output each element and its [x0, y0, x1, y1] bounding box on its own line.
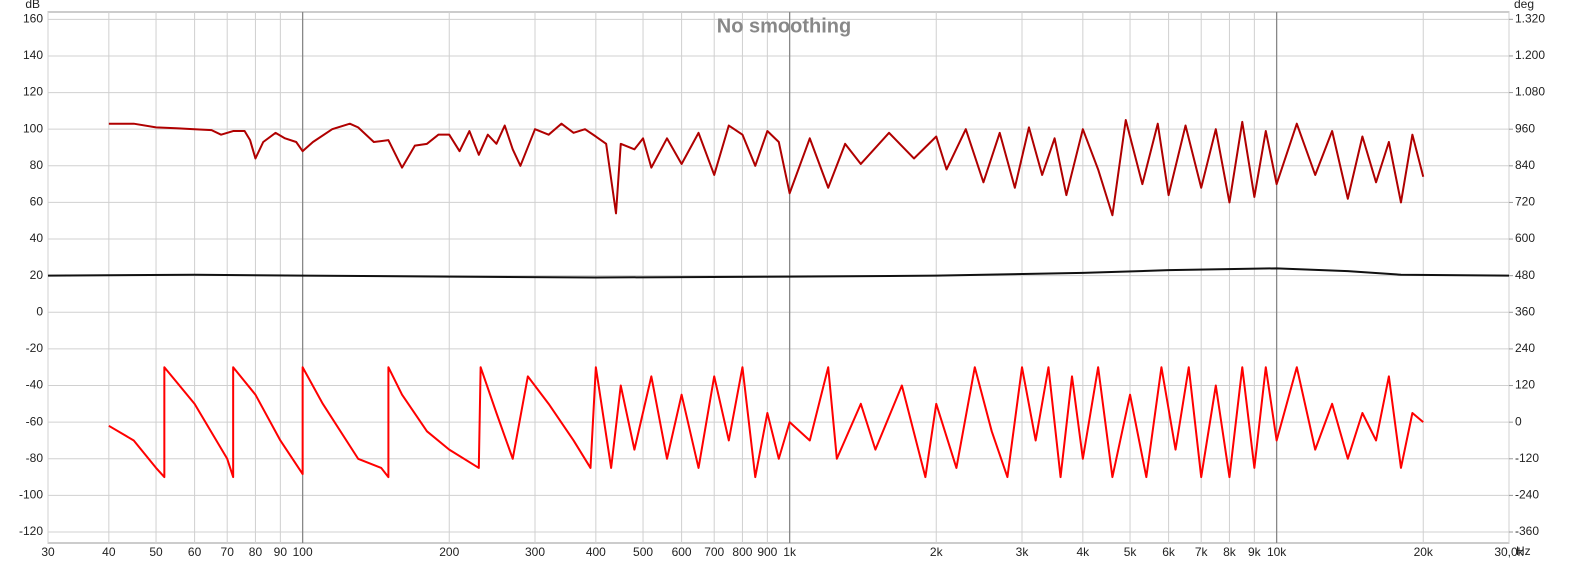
- x-tick-label: 1k: [783, 545, 797, 559]
- y2-tick-label: 480: [1515, 268, 1535, 282]
- x-tick-label: 4k: [1077, 545, 1091, 559]
- x-tick-label: 100: [293, 545, 313, 559]
- x-tick-label: 3k: [1016, 545, 1030, 559]
- x-tick-label: 500: [633, 545, 653, 559]
- x-tick-label: 10k: [1267, 545, 1287, 559]
- x-tick-label: 9k: [1248, 545, 1262, 559]
- series-line: [47, 267, 1510, 279]
- x-tick-label: 2k: [930, 545, 944, 559]
- x-tick-label: 300: [525, 545, 545, 559]
- chart-title: No smoothing: [717, 15, 851, 37]
- y2-tick-label: -360: [1515, 524, 1539, 538]
- y-tick-label: 160: [23, 11, 43, 25]
- x-tick-label: 900: [757, 545, 777, 559]
- x-tick-label: 600: [672, 545, 692, 559]
- x-tick-label: 700: [704, 545, 724, 559]
- x-tick-label: 20k: [1414, 545, 1434, 559]
- y-tick-label: -20: [26, 341, 44, 355]
- y-tick-label: 20: [30, 268, 44, 282]
- x-tick-label: 7k: [1195, 545, 1209, 559]
- y2-tick-label: 240: [1515, 341, 1535, 355]
- y-tick-label: 100: [23, 121, 43, 135]
- x-tick-label: 200: [439, 545, 459, 559]
- x-tick-label: 60: [188, 545, 202, 559]
- y2-tick-label: 720: [1515, 195, 1535, 209]
- x-tick-label: 6k: [1162, 545, 1176, 559]
- y2-tick-label: 840: [1515, 158, 1535, 172]
- y2-tick-label: 1.080: [1515, 85, 1545, 99]
- x-tick-label: 8k: [1223, 545, 1237, 559]
- y-tick-label: -120: [19, 524, 43, 538]
- y2-tick-label: 960: [1515, 121, 1535, 135]
- y2-axis-label: deg: [1514, 0, 1534, 11]
- y-tick-label: 120: [23, 85, 43, 99]
- x-tick-label: 80: [249, 545, 263, 559]
- x-tick-label: 5k: [1124, 545, 1138, 559]
- y2-tick-label: 120: [1515, 378, 1535, 392]
- y-tick-label: -40: [26, 378, 44, 392]
- x-tick-label: 50: [149, 545, 163, 559]
- series-line: [108, 119, 1425, 217]
- y-tick-label: 80: [30, 158, 44, 172]
- x-tick-label: 30: [41, 545, 55, 559]
- y-tick-label: 60: [30, 195, 44, 209]
- y-tick-label: 140: [23, 48, 43, 62]
- y2-tick-label: 0: [1515, 414, 1522, 428]
- y-tick-label: 0: [36, 304, 43, 318]
- series-line: [108, 366, 1424, 479]
- y-tick-label: -80: [26, 451, 44, 465]
- y-tick-label: 40: [30, 231, 44, 245]
- x-tick-label: 40: [102, 545, 116, 559]
- x-tick-label: 400: [586, 545, 606, 559]
- y-tick-label: -60: [26, 414, 44, 428]
- x-axis-label: Hz: [1516, 544, 1531, 558]
- x-tick-label: 90: [274, 545, 288, 559]
- y2-tick-label: 360: [1515, 304, 1535, 318]
- y-tick-label: -100: [19, 488, 43, 502]
- x-tick-label: 70: [221, 545, 235, 559]
- x-tick-label: 800: [732, 545, 752, 559]
- y2-tick-label: -240: [1515, 488, 1539, 502]
- y2-tick-label: 1.320: [1515, 11, 1545, 25]
- y-axis-label: dB: [25, 0, 40, 11]
- x-tick-label: 30,0k: [1494, 545, 1524, 559]
- y2-tick-label: -120: [1515, 451, 1539, 465]
- y2-tick-label: 1.200: [1515, 48, 1545, 62]
- y2-tick-label: 600: [1515, 231, 1535, 245]
